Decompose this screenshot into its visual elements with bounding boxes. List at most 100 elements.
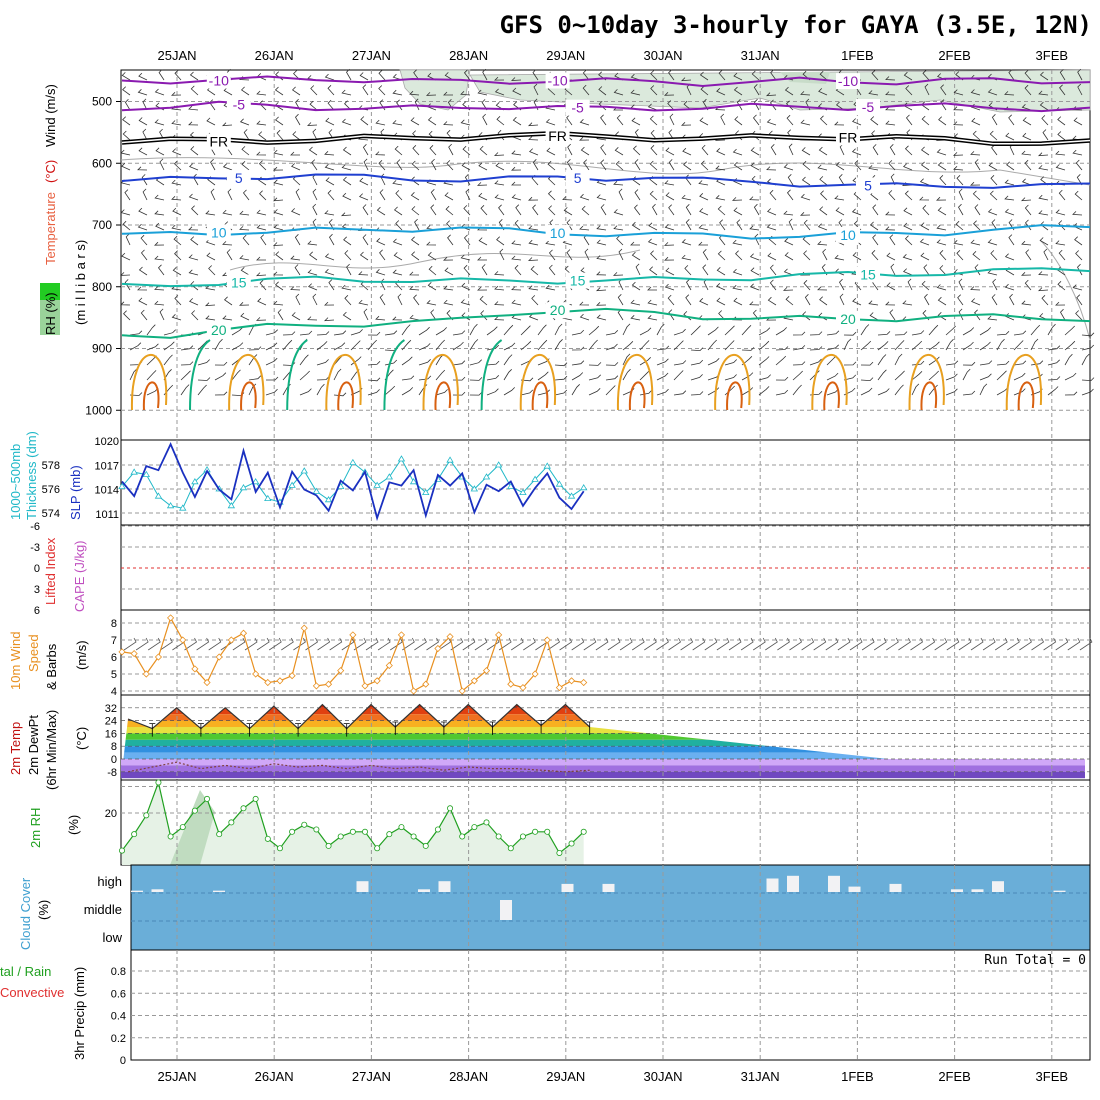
wind-barb <box>531 295 539 306</box>
bottom-date-28JAN: 28JAN <box>449 1069 488 1084</box>
wind-barb <box>1077 68 1083 81</box>
wind-barb <box>375 269 386 276</box>
contour-label-15: 15 <box>570 273 586 289</box>
wind10m-barb <box>244 637 258 651</box>
precip-total-label: tal / Rain <box>0 964 51 979</box>
wind-barb <box>928 370 939 381</box>
wind-barb <box>718 69 726 81</box>
wind-barb <box>418 375 432 381</box>
wind-barb <box>668 69 675 81</box>
wind-barb <box>648 222 658 231</box>
wind-barb <box>494 316 505 321</box>
wind-barb <box>327 99 335 111</box>
wind-barb <box>690 359 704 366</box>
wind-barb <box>511 194 522 201</box>
wind-barb <box>1030 324 1041 336</box>
wind-barb <box>515 204 522 216</box>
contour-label-bg <box>206 72 231 89</box>
wind-barb <box>724 359 737 366</box>
wind-barb <box>282 331 296 336</box>
wind-barb <box>503 387 515 396</box>
wind10m-barb <box>994 637 1008 651</box>
wind-barb <box>418 359 431 366</box>
wind-barb <box>122 116 131 126</box>
wind-barb <box>171 196 182 201</box>
contour-label--5: -5 <box>233 97 246 113</box>
wind-barb <box>344 250 352 261</box>
wind-axis-label: Wind (m/s) <box>43 84 58 147</box>
wind-barb <box>239 226 250 231</box>
wind-barb <box>324 151 335 156</box>
wind-barb <box>154 241 165 246</box>
wind-barb <box>673 340 684 351</box>
wind-barb <box>435 389 448 396</box>
wind-barb <box>753 84 760 96</box>
wind-barb <box>316 341 328 351</box>
wind-speed-point <box>300 624 308 632</box>
thickness-point <box>239 484 248 491</box>
rh-point <box>361 828 368 835</box>
wind10m-barb <box>256 637 270 651</box>
wind-barb <box>924 83 930 96</box>
wind-barb <box>656 323 665 336</box>
surface-arc-green <box>480 339 503 411</box>
wind-barb <box>632 145 641 156</box>
wind-barb <box>222 241 233 246</box>
wind-barb <box>154 300 165 306</box>
wind-barb <box>716 283 726 291</box>
wind10m-barb <box>510 637 524 651</box>
wind-barb <box>443 121 454 126</box>
bottom-date-31JAN: 31JAN <box>741 1069 780 1084</box>
wind10m-barb <box>837 637 851 651</box>
thickness-point <box>118 482 126 489</box>
wind-barb <box>885 226 896 231</box>
wind-barb <box>444 267 454 276</box>
wind-barb <box>716 297 726 306</box>
wind-barb <box>188 193 199 201</box>
wind-barb <box>206 252 216 261</box>
wind-barb <box>972 190 981 201</box>
wind-barb <box>155 222 165 231</box>
wind-barb <box>496 236 505 246</box>
wind-barb <box>124 99 131 111</box>
wind-barb <box>962 341 974 351</box>
wind-barb <box>673 360 687 366</box>
contour-label-15: 15 <box>231 274 247 290</box>
wind10m-barb <box>1055 637 1069 651</box>
wind-barb <box>214 361 228 366</box>
wind-barb <box>1013 340 1024 351</box>
wind-barb <box>333 392 347 397</box>
wind-barb <box>1055 240 1066 246</box>
wind-barb <box>413 294 420 306</box>
rh2m-tick-labels: 20 <box>105 808 117 820</box>
wind-barb <box>503 354 513 366</box>
wind-barb <box>958 203 964 216</box>
wind-barb <box>463 264 471 276</box>
wind-barb <box>639 327 652 336</box>
contour-label-bg <box>206 321 231 338</box>
wind-barb <box>1039 237 1049 246</box>
wind-barb <box>750 162 760 171</box>
wind-barb <box>277 309 284 321</box>
wind-barb <box>190 146 199 156</box>
wind-barb <box>208 265 216 276</box>
wind-barb <box>656 358 669 366</box>
wind-barb <box>401 324 411 336</box>
temp-tick-0: 0 <box>111 754 117 766</box>
wind-barb <box>452 330 466 336</box>
wind10m-barb <box>861 637 875 651</box>
wind-speed-point <box>543 636 551 644</box>
wind-barb <box>902 300 913 306</box>
wind-barb <box>639 357 651 366</box>
wind-barb <box>732 239 743 246</box>
wind-barb <box>956 175 964 186</box>
wind-barb <box>227 188 233 201</box>
wind-speed-point <box>458 687 466 695</box>
wind-barb <box>818 312 828 321</box>
wind-barb <box>189 71 199 81</box>
wind-barb <box>974 204 981 216</box>
wind-barb <box>890 263 896 276</box>
wind-barb <box>707 339 717 351</box>
temp-minmax-bar <box>586 721 593 735</box>
